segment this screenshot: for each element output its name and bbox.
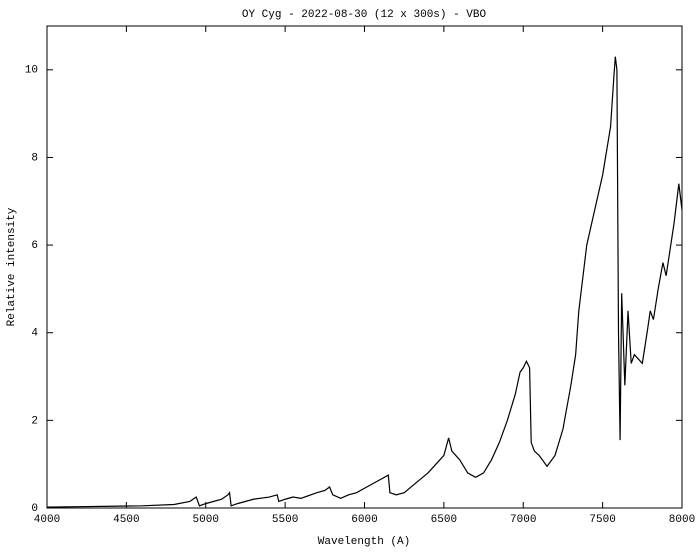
chart-title: OY Cyg - 2022-08-30 (12 x 300s) - VBO [242, 9, 487, 21]
spectrum-line [46, 56, 683, 508]
y-tick-label: 4 [31, 328, 38, 340]
y-tick-label: 6 [31, 240, 38, 252]
x-tick-label: 6000 [351, 514, 377, 526]
x-tick-label: 5000 [193, 514, 219, 526]
x-tick-label: 7000 [510, 514, 536, 526]
y-tick-label: 8 [31, 152, 38, 164]
plot-border [46, 25, 683, 509]
x-tick-label: 4500 [113, 514, 139, 526]
y-axis-label: Relative intensity [6, 207, 18, 326]
x-tick-label: 6500 [431, 514, 457, 526]
x-tick-label: 7500 [589, 514, 615, 526]
x-tick-label: 8000 [669, 514, 695, 526]
x-axis-label: Wavelength (A) [318, 536, 410, 548]
x-tick-label: 5500 [272, 514, 298, 526]
y-tick-label: 2 [31, 415, 38, 427]
x-tick-label: 4000 [34, 514, 60, 526]
y-tick-label: 10 [25, 65, 38, 77]
y-tick-label: 0 [31, 503, 38, 515]
